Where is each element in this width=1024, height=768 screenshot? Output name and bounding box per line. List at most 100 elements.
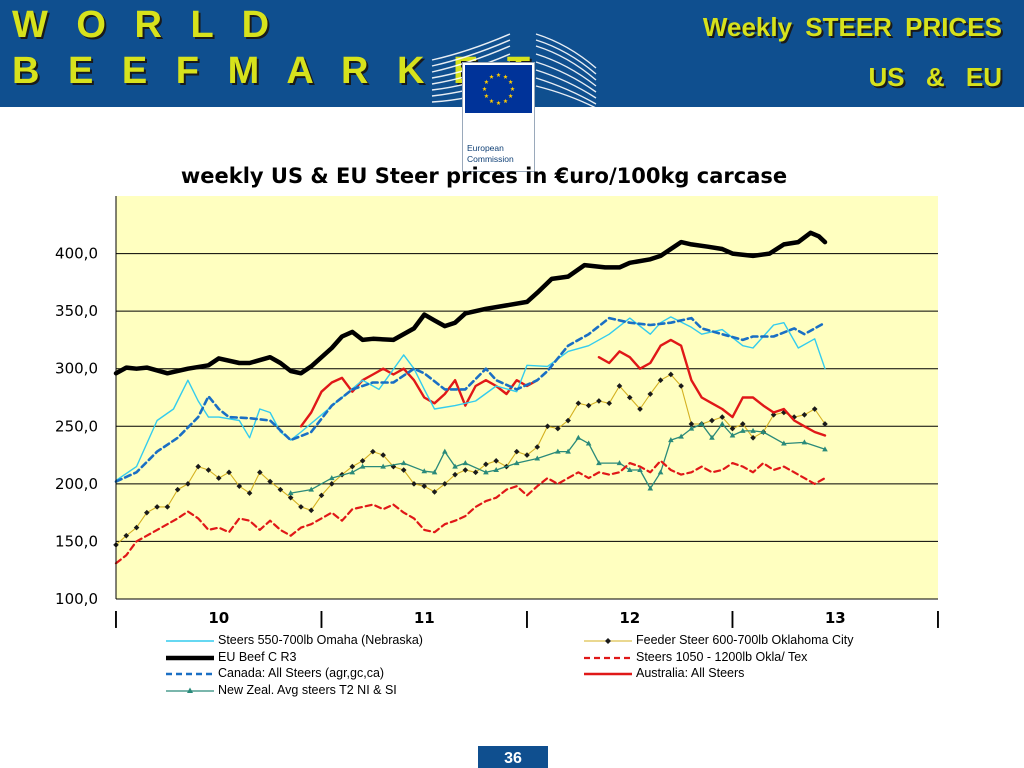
plot-area	[116, 196, 938, 599]
data-point-triangle	[637, 467, 643, 473]
data-point-diamond	[318, 492, 325, 499]
eu-flag-icon	[465, 65, 532, 113]
data-point-diamond	[596, 398, 602, 404]
data-point-diamond	[308, 507, 315, 514]
data-point-diamond	[267, 478, 273, 485]
series-line	[299, 338, 827, 437]
series-4	[113, 371, 828, 548]
eu-star-icon	[503, 74, 508, 79]
data-point-diamond	[349, 463, 356, 470]
series-5	[114, 459, 827, 565]
data-point-triangle	[585, 440, 592, 446]
x-separator-label: |	[524, 609, 530, 629]
data-point-triangle	[380, 463, 386, 469]
x-separator-label: |	[318, 609, 324, 629]
page-number: 36	[478, 746, 548, 768]
data-point-diamond	[709, 417, 715, 424]
data-point-triangle	[359, 463, 366, 469]
data-point-diamond	[328, 481, 335, 487]
data-point-diamond	[770, 411, 777, 418]
data-point-diamond	[215, 475, 222, 481]
data-point-diamond	[637, 406, 643, 412]
data-point-diamond	[555, 425, 561, 432]
data-point-diamond	[123, 532, 130, 539]
data-point-diamond	[513, 448, 520, 455]
data-point-diamond	[647, 391, 654, 397]
data-point-triangle	[513, 460, 520, 466]
data-point-diamond	[246, 490, 253, 496]
data-point-triangle	[400, 460, 407, 466]
data-point-diamond	[729, 425, 736, 432]
x-separator-label: |	[113, 609, 119, 629]
data-point-triangle	[719, 420, 726, 426]
logo-text-line1: European	[467, 143, 504, 153]
header-subtitle-line2: US & EU	[868, 62, 1002, 92]
x-tick-label: 13	[825, 609, 846, 627]
y-tick-label: 350,0	[55, 302, 98, 320]
eu-star-icon	[484, 79, 489, 84]
data-point-diamond	[616, 383, 623, 389]
series-2	[114, 316, 827, 483]
logo-text-line2: Commission	[467, 154, 514, 164]
data-point-diamond	[575, 400, 582, 407]
series-3	[287, 420, 828, 496]
series-line	[114, 459, 827, 565]
data-point-diamond	[585, 402, 592, 409]
data-point-triangle	[657, 469, 664, 475]
eu-star-icon	[496, 72, 501, 77]
data-point-diamond	[370, 448, 376, 455]
series-1	[113, 230, 828, 376]
data-point-diamond	[791, 414, 797, 420]
data-point-triangle	[349, 469, 356, 475]
data-point-triangle	[575, 434, 582, 440]
y-tick-label: 200,0	[55, 475, 98, 493]
data-point-triangle	[534, 455, 541, 461]
data-point-triangle	[462, 460, 469, 466]
data-point-diamond	[811, 406, 818, 412]
data-point-diamond	[493, 458, 499, 464]
data-point-diamond	[390, 463, 397, 470]
y-tick-label: 150,0	[55, 532, 98, 550]
data-point-triangle	[616, 460, 623, 466]
data-point-triangle	[760, 429, 767, 435]
data-point-triangle	[442, 448, 448, 454]
data-point-triangle	[431, 469, 438, 475]
series-6	[299, 338, 827, 437]
logo-text: European Commission	[467, 143, 514, 165]
data-point-diamond	[657, 377, 664, 384]
series-line	[115, 373, 826, 546]
data-point-diamond	[421, 483, 428, 489]
data-point-triangle	[421, 468, 428, 474]
data-point-triangle	[698, 420, 705, 426]
data-point-diamond	[154, 504, 160, 510]
data-point-triangle	[452, 463, 458, 469]
data-point-diamond	[452, 471, 458, 478]
data-point-diamond	[164, 504, 171, 510]
data-point-diamond	[298, 504, 304, 510]
data-point-triangle	[626, 467, 633, 473]
data-point-triangle	[483, 469, 489, 475]
data-point-diamond	[565, 417, 571, 424]
x-tick-label: 11	[414, 609, 435, 627]
data-point-diamond	[257, 469, 263, 476]
data-point-triangle	[688, 425, 695, 431]
data-point-triangle	[822, 446, 828, 452]
eu-star-icon	[489, 98, 494, 104]
data-point-diamond	[544, 423, 551, 430]
data-point-diamond	[534, 444, 541, 450]
data-point-diamond	[739, 421, 746, 427]
data-point-diamond	[462, 467, 469, 473]
x-tick-label: 10	[208, 609, 229, 627]
data-point-diamond	[185, 481, 191, 487]
data-point-diamond	[287, 494, 294, 501]
data-point-diamond	[524, 452, 530, 458]
y-tick-label: 400,0	[55, 245, 98, 263]
data-point-diamond	[205, 467, 212, 473]
eu-star-icon	[484, 93, 489, 98]
series-line	[114, 316, 827, 483]
y-tick-label: 250,0	[55, 417, 98, 435]
data-point-diamond	[750, 435, 756, 441]
european-commission-logo: European Commission	[428, 30, 598, 172]
data-point-diamond	[801, 411, 808, 418]
data-point-diamond	[442, 481, 448, 487]
